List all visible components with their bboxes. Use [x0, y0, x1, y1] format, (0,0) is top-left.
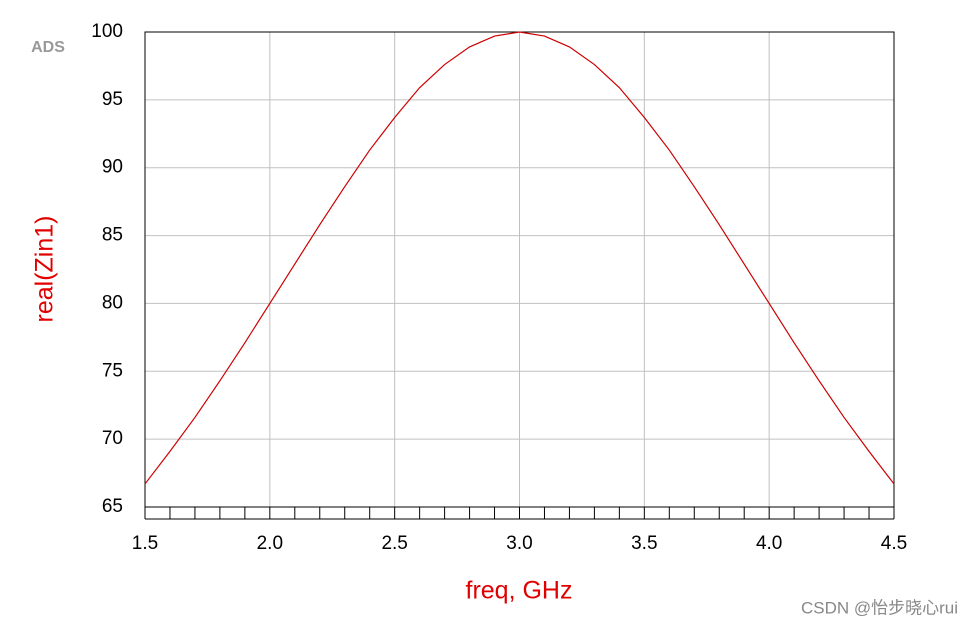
y-tick-label: 85 [102, 225, 123, 246]
y-tick-label: 80 [102, 292, 123, 313]
y-tick-label: 95 [102, 89, 123, 110]
y-tick-label: 65 [102, 496, 123, 517]
x-tick-label: 2.5 [381, 533, 407, 554]
y-axis-label: real(Zin1) [31, 216, 59, 323]
x-tick-label: 1.5 [132, 533, 158, 554]
x-axis-label: freq, GHz [466, 577, 573, 605]
y-tick-label: 90 [102, 157, 123, 178]
x-tick-label: 4.5 [881, 533, 907, 554]
x-tick-label: 3.5 [631, 533, 657, 554]
watermark: CSDN @怡步晓心rui [801, 598, 958, 617]
x-tick-label: 3.0 [506, 533, 532, 554]
y-tick-label: 70 [102, 428, 123, 449]
x-tick-label: 4.0 [756, 533, 782, 554]
y-tick-label: 100 [91, 21, 123, 42]
y-tick-label: 75 [102, 360, 123, 381]
logo: ADS [31, 39, 65, 56]
series-line [144, 31, 895, 485]
x-tick-label: 2.0 [257, 533, 283, 554]
